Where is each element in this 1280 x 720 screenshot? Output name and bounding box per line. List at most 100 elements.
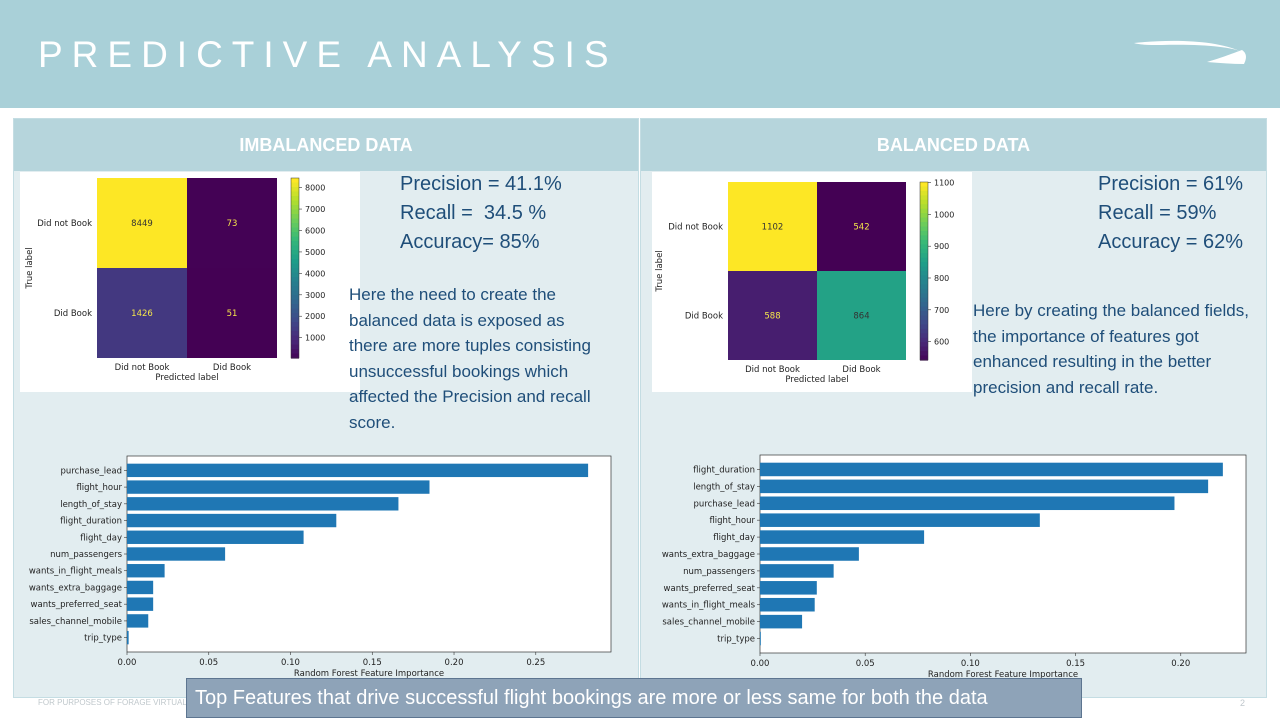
colorbar-tick-label: 8000 — [305, 184, 325, 193]
cm-ylabel: True label — [655, 250, 665, 292]
colorbar-segment — [920, 182, 928, 188]
colorbar-tick-label: 600 — [934, 338, 949, 347]
balanced-accuracy: Accuracy = 62% — [1098, 231, 1244, 253]
x-tick-label: 0.10 — [281, 658, 300, 668]
feature-label: trip_type — [84, 634, 122, 644]
colorbar-segment — [920, 311, 928, 317]
cm-col-label: Did not Book — [745, 365, 800, 375]
colorbar-segment — [920, 208, 928, 214]
colorbar-segment — [920, 288, 928, 294]
colorbar-segment — [291, 187, 299, 193]
colorbar-segment — [920, 279, 928, 285]
cm-cell-value: 1102 — [762, 223, 784, 233]
feature-bar — [127, 463, 589, 478]
colorbar-segment — [291, 196, 299, 202]
cm-cell — [97, 178, 187, 268]
balanced-precision: Precision = 61% — [1098, 173, 1244, 195]
colorbar-segment — [291, 353, 299, 359]
colorbar-segment — [291, 295, 299, 301]
colorbar-segment — [291, 304, 299, 310]
colorbar-tick-label: 700 — [934, 306, 949, 315]
colorbar-frame — [919, 181, 929, 361]
colorbar-segment — [920, 302, 928, 308]
cm-row-label: Did Book — [685, 312, 723, 322]
colorbar-segment — [291, 250, 299, 256]
colorbar-segment — [920, 230, 928, 236]
colorbar-segment — [920, 186, 928, 192]
feature-bar — [760, 530, 925, 544]
colorbar-tick-label: 5000 — [305, 248, 325, 257]
x-tick-label: 0.10 — [961, 659, 980, 669]
colorbar-tick-label: 1100 — [934, 179, 954, 188]
colorbar-segment — [920, 333, 928, 339]
cm-cell — [187, 178, 277, 268]
colorbar-segment — [291, 259, 299, 265]
feature-label: length_of_stay — [60, 500, 122, 510]
colorbar-segment — [920, 204, 928, 210]
colorbar-segment — [291, 254, 299, 260]
balanced-description: Here by creating the balanced fields, th… — [973, 301, 1249, 397]
feature-label: flight_hour — [709, 516, 755, 526]
colorbar-segment — [920, 266, 928, 272]
x-tick-label: 0.05 — [856, 659, 875, 669]
colorbar-segment — [920, 355, 928, 361]
x-axis-label: Random Forest Feature Importance — [294, 669, 444, 679]
feature-bar — [760, 564, 834, 578]
feature-label: sales_channel_mobile — [29, 617, 122, 627]
cm-cell — [728, 271, 817, 360]
colorbar-segment — [291, 281, 299, 287]
cm-cell-value: 588 — [764, 312, 780, 322]
colorbar-segment — [291, 178, 299, 184]
feature-importance-imbalanced: purchase_lead flight_hour length_of_stayfl… — [29, 455, 612, 679]
colorbar-segment — [291, 241, 299, 247]
colorbar-segment — [920, 306, 928, 312]
feature-label: purchase_lead — [694, 499, 755, 509]
feature-label: wants_extra_baggage — [29, 583, 122, 593]
colorbar-segment — [291, 340, 299, 346]
colorbar-segment — [920, 217, 928, 223]
x-tick-label: 0.00 — [751, 659, 770, 669]
colorbar-segment — [920, 328, 928, 334]
feature-label: trip_type — [717, 635, 755, 645]
colorbar-segment — [291, 236, 299, 242]
x-tick-label: 0.05 — [199, 658, 218, 668]
cm-cell — [97, 268, 187, 358]
feature-bar — [760, 614, 803, 629]
cm-cell-value: 8449 — [131, 219, 153, 229]
colorbar-segment — [291, 200, 299, 206]
cm-cell — [187, 268, 277, 358]
feature-label: wants_in_flight_meals — [662, 601, 756, 611]
feature-bar — [760, 513, 1040, 527]
colorbar-segment — [291, 335, 299, 341]
x-tick-label: 0.20 — [1171, 659, 1190, 669]
colorbar-segment — [920, 222, 928, 228]
confusion-matrix-imbalanced: 8449 73 1426 51 Did not Book Did Book Did not … — [20, 172, 360, 392]
cm-cell-value: 1426 — [131, 309, 153, 319]
colorbar-segment — [291, 322, 299, 328]
x-axis-label: Random Forest Feature Importance — [928, 670, 1078, 680]
colorbar-segment — [920, 226, 928, 232]
feature-bar — [127, 513, 337, 528]
colorbar-segment — [291, 263, 299, 269]
cm-cell — [817, 271, 906, 360]
colorbar-segment — [920, 199, 928, 205]
cm-col-label: Did Book — [213, 363, 251, 373]
page-number: 2 — [1240, 698, 1246, 708]
slide-title: PREDICTIVE ANALYSIS — [38, 34, 618, 75]
colorbar-segment — [291, 308, 299, 314]
colorbar-segment — [291, 191, 299, 197]
colorbar-segment — [920, 235, 928, 241]
colorbar-segment — [920, 213, 928, 219]
colorbar-segment — [291, 272, 299, 278]
cm-xlabel: Predicted label — [785, 375, 848, 385]
feature-label: wants_in_flight_meals — [29, 567, 123, 577]
x-tick-label: 0.15 — [1066, 659, 1085, 669]
colorbar-segment — [291, 218, 299, 224]
colorbar-segment — [291, 313, 299, 319]
feature-bar — [760, 631, 761, 646]
colorbar-segment — [920, 195, 928, 201]
x-tick-label: 0.20 — [445, 658, 464, 668]
colorbar-segment — [291, 326, 299, 332]
slide-header: PREDICTIVE ANALYSIS — [0, 0, 1280, 108]
colorbar-tick-label: 1000 — [934, 210, 954, 219]
